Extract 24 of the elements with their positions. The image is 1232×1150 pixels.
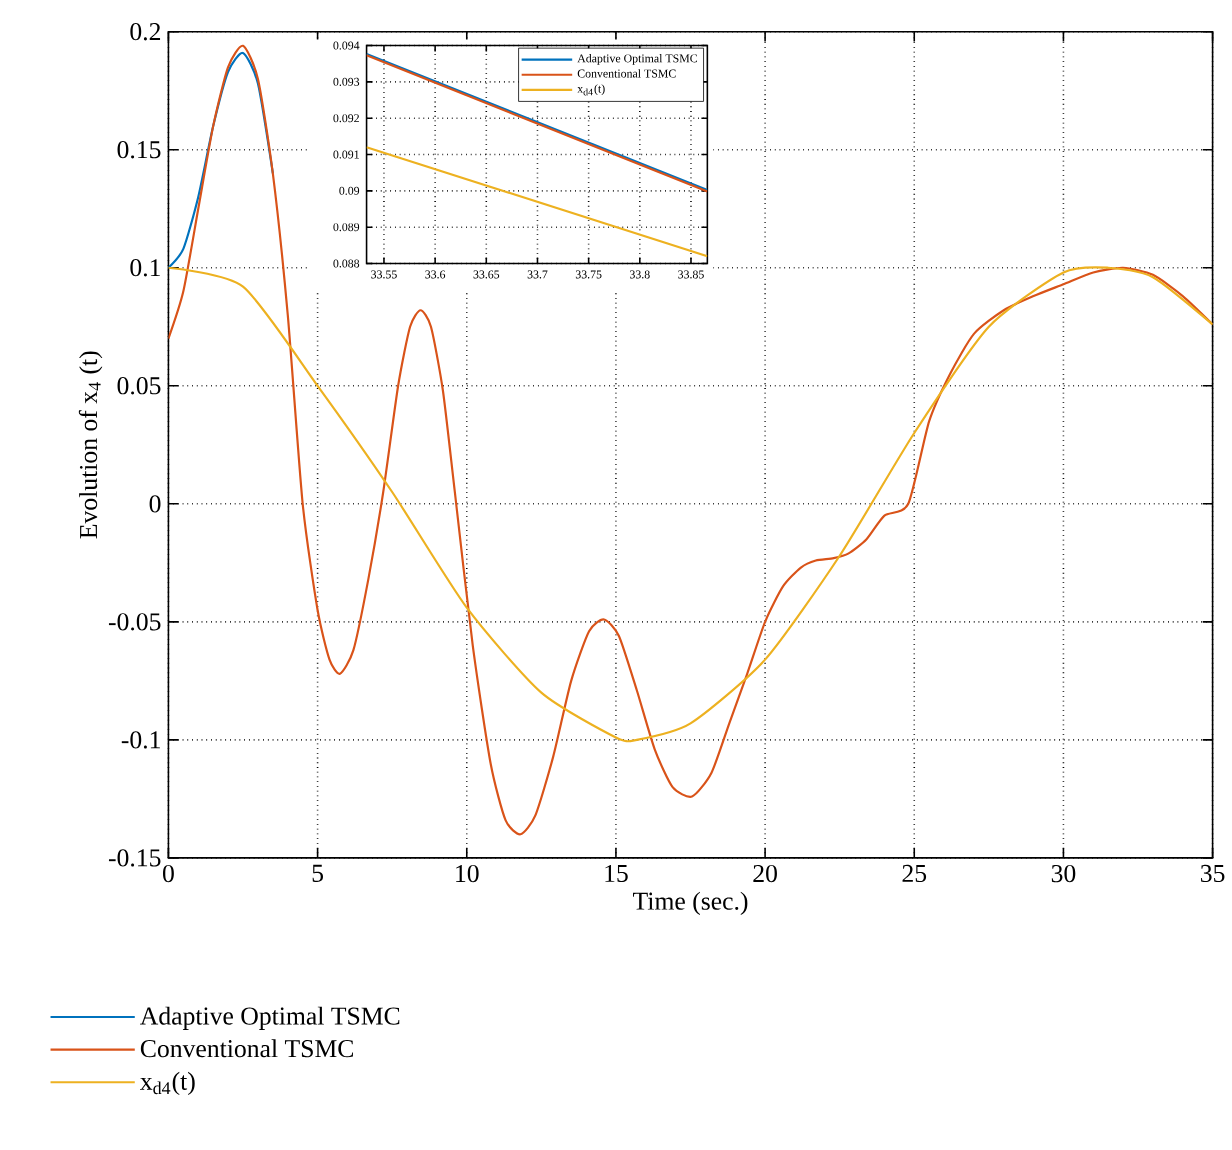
x-tick-label: 10: [456, 865, 479, 883]
line-series: [168, 266, 1213, 743]
x-axis-title: Time (sec.): [633, 892, 748, 916]
legend-label: Conventional TSMC: [140, 1039, 353, 1058]
y-tick-label: -0.05: [108, 613, 161, 631]
x-tick-label: 25: [902, 865, 927, 883]
y-tick-label: 0.2: [130, 23, 161, 41]
x-tick-label: 15: [605, 865, 628, 883]
x-tick-label: 30: [1051, 865, 1076, 883]
y-tick-label: 0.05: [117, 377, 161, 395]
legend-label: x$_{d4}$(t): [140, 1072, 195, 1096]
x-tick-label: 5: [312, 865, 323, 883]
x-tick-label: 20: [753, 865, 777, 883]
line-series: [168, 45, 1213, 836]
x-tick-label: 0: [163, 865, 174, 883]
y-tick-label: 0: [149, 495, 161, 513]
y-tick-label: -0.1: [121, 731, 160, 749]
y-axis-title: Evolution of x$_{4}$ (t): [78, 351, 103, 539]
y-tick-label: 0.1: [130, 259, 160, 277]
y-tick-label: -0.15: [108, 849, 161, 868]
y-tick-label: 0.15: [117, 141, 161, 159]
legend-label: Adaptive Optimal TSMC: [140, 1007, 400, 1031]
x-tick-label: 35: [1201, 865, 1225, 883]
line-series: [168, 52, 274, 270]
